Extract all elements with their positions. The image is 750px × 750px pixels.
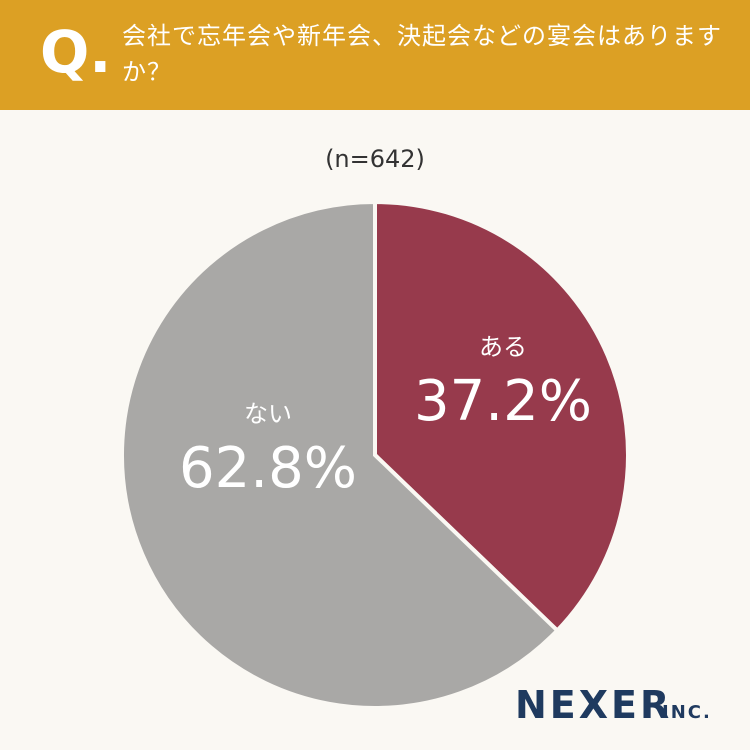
- question-mark: Q.: [40, 18, 112, 86]
- slice-category: ない: [244, 400, 292, 428]
- pie-slice: [120, 199, 561, 710]
- logo-suffix: INC.: [662, 702, 712, 723]
- slice-value-label: 62.8%: [179, 436, 357, 501]
- header: Q. 会社で忘年会や新年会、決起会などの宴会はありますか？: [0, 0, 750, 110]
- slice-category: ある: [479, 333, 527, 361]
- pie-slice: [373, 199, 630, 634]
- chart-title: 会社で忘年会や新年会、決起会などの宴会はありますか？: [122, 22, 722, 86]
- logo-name: NEXER: [515, 683, 672, 727]
- slice-value-label: 37.2%: [414, 369, 592, 434]
- chart-subtitle: (n=642): [325, 145, 425, 173]
